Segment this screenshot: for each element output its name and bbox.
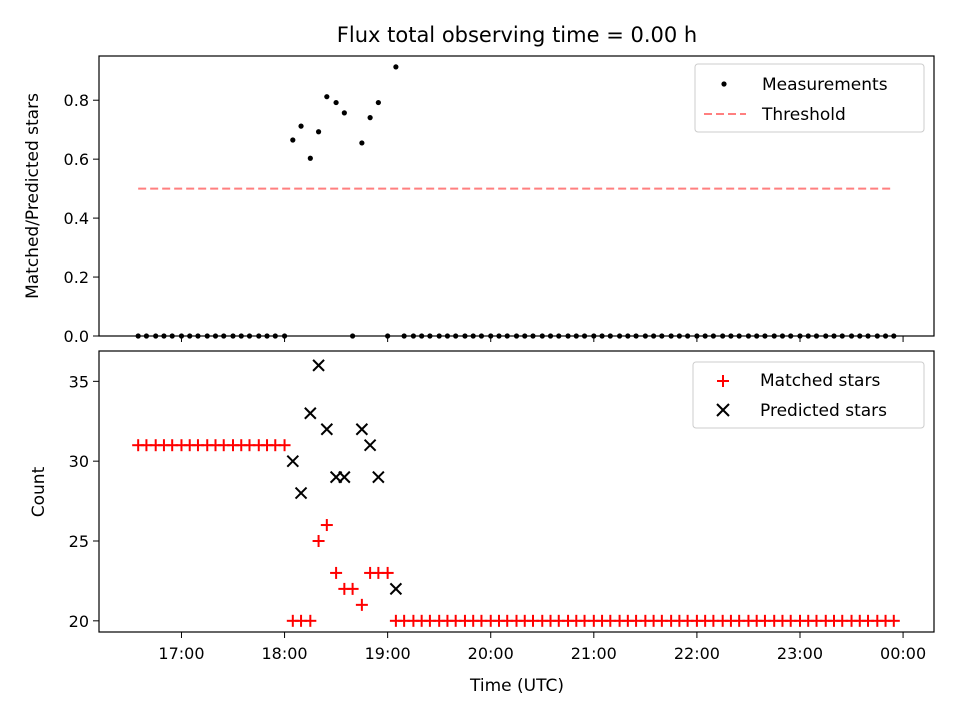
x-tick-label: 22:00: [674, 644, 720, 663]
measurement-point: [324, 94, 330, 100]
bottom-legend-box: [692, 361, 925, 429]
matched-stars-point: [887, 614, 900, 627]
y-tick-label: 25: [69, 532, 89, 551]
x-tick-label: 18:00: [262, 644, 308, 663]
matched-stars-point: [346, 582, 359, 595]
x-tick-label: 23:00: [777, 644, 823, 663]
predicted-stars-point: [312, 359, 325, 372]
matched-stars-point: [320, 519, 333, 532]
y-tick-label: 0.0: [64, 327, 89, 346]
measurement-point: [307, 155, 313, 161]
x-tick-label: 17:00: [158, 644, 204, 663]
y-tick-label: 0.4: [64, 209, 89, 228]
top-y-axis-label: Matched/Predicted stars: [23, 93, 43, 299]
matched-stars-point: [304, 614, 317, 627]
predicted-stars-point: [372, 470, 385, 484]
top-legend-box: [694, 63, 925, 133]
predicted-stars-point: [286, 454, 300, 468]
legend-matched-marker: [717, 375, 729, 387]
x-axis-label: Time (UTC): [469, 676, 564, 696]
y-tick-label: 0.8: [64, 91, 89, 110]
y-tick-label: 35: [69, 372, 89, 391]
measurement-point: [367, 115, 373, 121]
predicted-stars-point: [320, 423, 334, 436]
x-tick-label: 21:00: [571, 644, 617, 663]
predicted-stars-point: [389, 582, 403, 596]
measurement-point: [290, 137, 296, 143]
predicted-stars-point: [363, 438, 377, 452]
measurement-point: [359, 140, 365, 146]
y-tick-label: 30: [69, 452, 89, 471]
x-tick-label: 00:00: [880, 644, 926, 663]
top-legend: Measurements Threshold: [694, 63, 925, 133]
x-tick-label: 19:00: [365, 644, 411, 663]
x-tick-label: 20:00: [468, 644, 514, 663]
legend-matched-label: Matched stars: [760, 371, 880, 391]
y-tick-label: 20: [69, 612, 89, 631]
measurement-point: [333, 99, 339, 106]
top-panel: Flux total observing time = 0.00 h Match…: [23, 23, 935, 346]
bottom-y-ticks: 20 25 30 35: [69, 372, 99, 631]
top-axes-frame: [98, 55, 935, 337]
predicted-stars-point: [304, 407, 317, 420]
matched-stars-point: [355, 598, 368, 611]
bottom-legend: Matched stars Predicted stars: [692, 361, 925, 429]
chart-title: Flux total observing time = 0.00 h: [337, 23, 697, 47]
bottom-plot-marks: [132, 359, 900, 627]
matched-stars-point: [381, 566, 394, 579]
measurement-point: [375, 99, 381, 106]
y-tick-label: 0.2: [64, 268, 89, 287]
bottom-axes-frame: [98, 350, 935, 633]
legend-predicted-label: Predicted stars: [760, 401, 887, 421]
predicted-stars-point: [355, 423, 369, 436]
top-y-ticks: 0.0 0.2 0.4 0.6 0.8: [64, 91, 99, 346]
y-tick-label: 0.6: [64, 150, 89, 169]
measurement-point: [315, 129, 322, 135]
legend-threshold-label: Threshold: [761, 105, 846, 125]
measurement-point: [298, 123, 304, 129]
predicted-stars-point: [294, 486, 308, 500]
measurement-point: [393, 64, 399, 70]
bottom-y-axis-label: Count: [29, 466, 49, 517]
predicted-stars-point: [338, 470, 351, 484]
measurement-point: [341, 110, 347, 116]
matched-stars-point: [312, 534, 325, 547]
bottom-x-ticks: 17:00 18:00 19:00 20:00 21:00 22:00 23:00 00:00: [158, 632, 926, 663]
legend-predicted-marker: [716, 403, 730, 417]
matched-stars-point: [278, 439, 291, 452]
matched-stars-point: [330, 566, 343, 579]
legend-measurements-label: Measurements: [762, 75, 888, 95]
bottom-panel: Count Time (UTC) 20 25 30 35 17:00 18:00 19:0…: [29, 350, 935, 696]
legend-measurements-marker: [721, 81, 727, 87]
